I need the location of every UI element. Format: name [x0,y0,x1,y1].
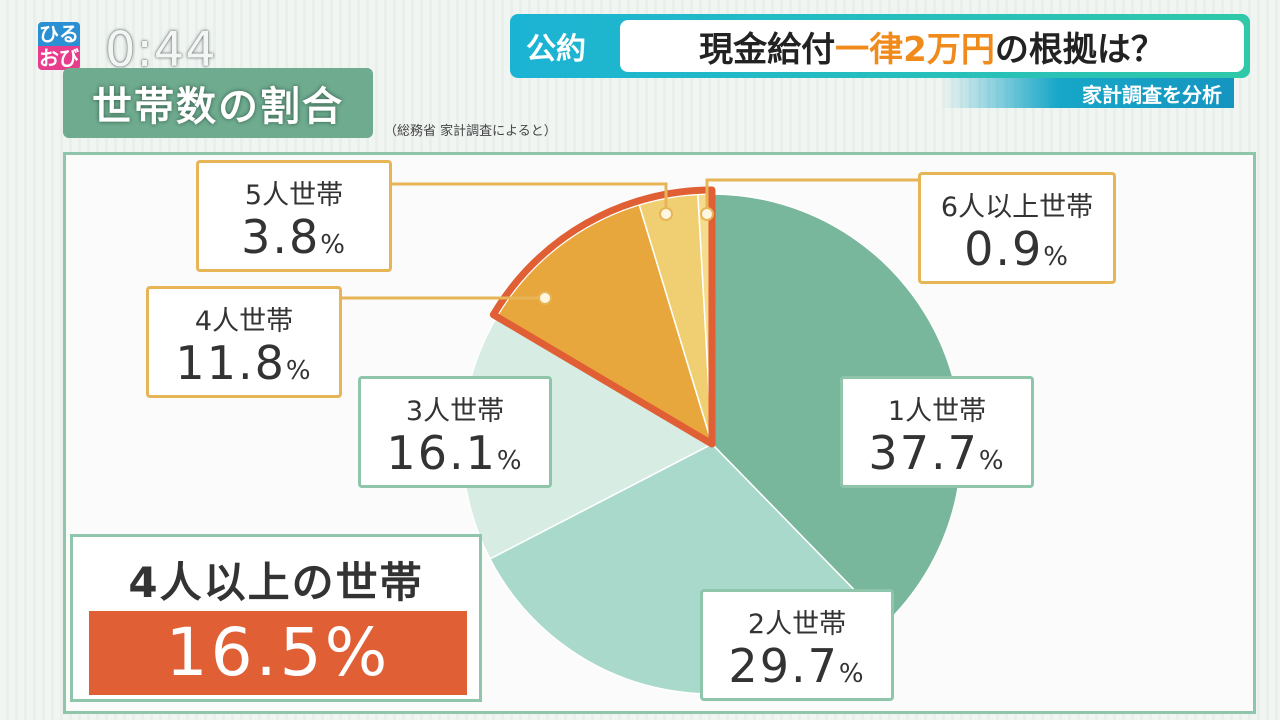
label-5-value: 3.8 [241,210,321,264]
label-2-value: 29.7 [728,639,839,693]
chart-title-box: 世帯数の割合 [63,68,373,138]
summary-value: 16.5% [89,611,467,695]
topic-tag: 公約 [526,32,586,67]
topic-subtitle: 家計調査を分析 [940,78,1234,108]
topic-banner: 公約 現金給付 一律2万円 の根拠は？ [510,14,1250,78]
label-6-person: 6人以上世帯 0.9% [918,172,1116,284]
pie-slice-1 [711,193,963,625]
source-note: （総務省 家計調査によると） [384,124,557,139]
logo-line-1: ひる [38,22,80,46]
label-4-name: 4人世帯 [194,306,294,337]
headline-post: の根拠は？ [994,29,1165,70]
label-1-pct: % [978,446,1006,476]
label-3-pct: % [496,446,524,476]
label-5-name: 5人世帯 [244,180,344,211]
highlight-outline-4plus [489,186,716,448]
summary-title: 4人以上の世帯 [128,558,424,607]
chart-title: 世帯数の割合 [92,84,344,130]
label-1-value: 37.7 [868,426,979,480]
logo-line-2: おび [38,46,80,70]
label-1-name: 1人世帯 [887,396,987,427]
label-6-value: 0.9 [964,222,1044,276]
leader-line-4-dot [538,291,552,305]
leader-line-5 [392,182,668,214]
label-6-name: 6人以上世帯 [940,192,1094,223]
leader-line-6-dot [700,207,714,221]
leader-line-5-dot [659,207,673,221]
pie-slice-4 [495,203,714,446]
label-2-person: 2人世帯 29.7% [700,589,894,701]
show-logo: ひる おび [38,22,80,78]
topic-headline: 現金給付 一律2万円 の根拠は？ [620,20,1244,72]
label-5-pct: % [320,230,347,260]
label-4-pct: % [285,356,313,386]
label-2-pct: % [838,659,866,689]
label-6-pct: % [1043,242,1070,272]
headline-highlight: 一律2万円 [835,29,995,70]
label-1-person: 1人世帯 37.7% [840,376,1034,488]
label-3-name: 3人世帯 [405,396,505,427]
label-3-value: 16.1 [386,426,497,480]
summary-box: 4人以上の世帯 16.5% [70,534,482,702]
leader-line-6 [705,178,918,214]
headline-pre: 現金給付 [699,29,836,70]
label-4-value: 11.8 [175,336,286,390]
label-5-person: 5人世帯 3.8% [196,160,392,272]
label-2-name: 2人世帯 [747,609,847,640]
label-4-person: 4人世帯 11.8% [146,286,342,398]
label-3-person: 3人世帯 16.1% [358,376,552,488]
